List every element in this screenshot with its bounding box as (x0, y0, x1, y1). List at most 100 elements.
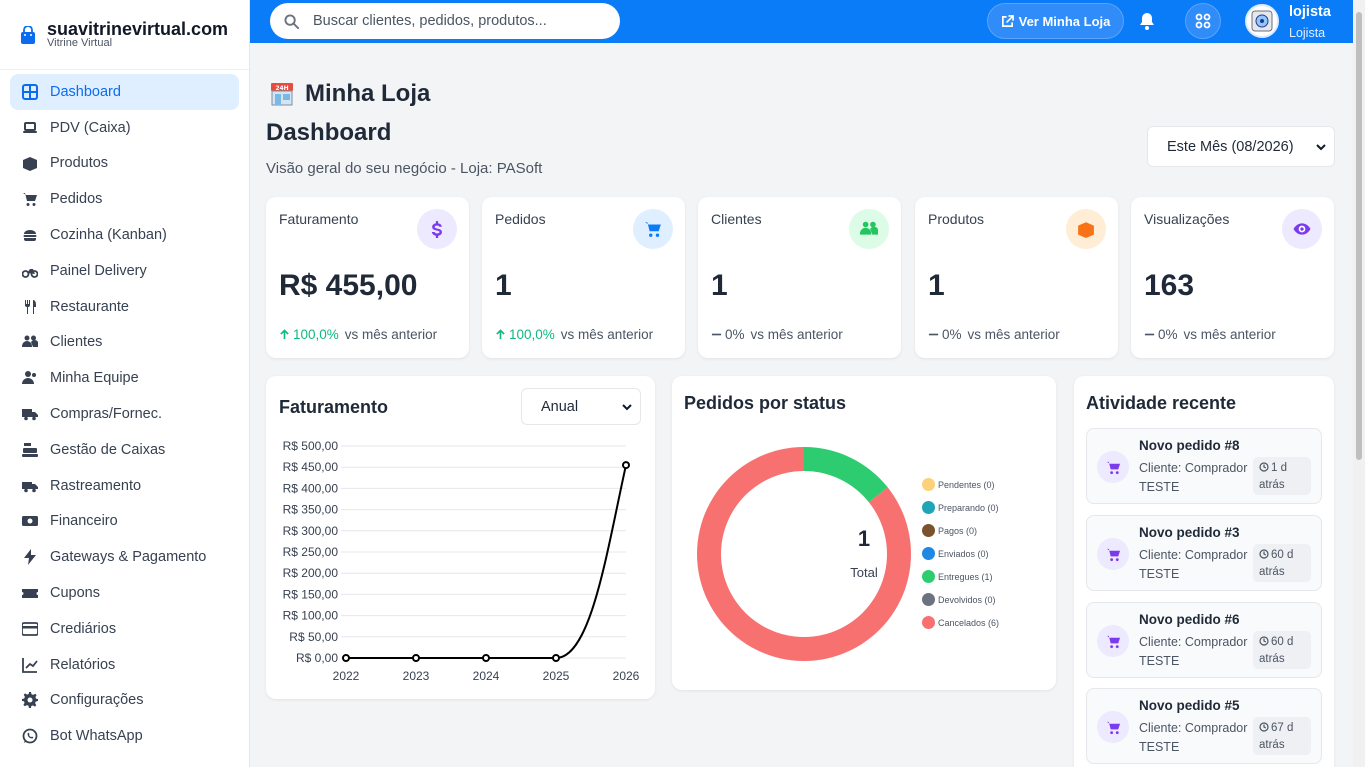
x-tick-label: 2025 (543, 669, 570, 683)
sidebar-item-pdv-caixa[interactable]: PDV (Caixa) (10, 110, 239, 146)
sidebar-item-bot-whatsapp[interactable]: Bot WhatsApp (10, 718, 239, 754)
cash-register-icon (22, 442, 38, 457)
sidebar-item-produtos[interactable]: Produtos (10, 146, 239, 182)
search-input[interactable] (313, 13, 603, 29)
sidebar-item-icon (22, 478, 38, 494)
revenue-series-line (345, 464, 627, 659)
activity-item[interactable]: Novo pedido #8 Cliente: Comprador TESTE 1 … (1086, 428, 1322, 504)
brand[interactable]: suavitrinevirtual.com Vitrine Virtual (0, 0, 249, 70)
data-point (412, 654, 420, 662)
stat-label: Produtos (928, 211, 985, 227)
sidebar-item-relat-rios[interactable]: Relatórios (10, 647, 239, 683)
activity-icon (1097, 625, 1129, 657)
sidebar-item-label: Cozinha (Kanban) (50, 227, 167, 244)
stat-footer: 0% vs mês anterior (711, 327, 843, 342)
sidebar-item-compras-fornec[interactable]: Compras/Fornec. (10, 396, 239, 432)
burger-icon (23, 230, 37, 242)
legend-label: Enviados (0) (938, 548, 989, 559)
donut-slice-entregues[interactable] (804, 447, 888, 503)
activity-item[interactable]: Novo pedido #3 Cliente: Comprador TESTE 60… (1086, 515, 1322, 591)
clock-icon (1259, 722, 1269, 732)
sidebar-item-icon (22, 299, 38, 315)
sidebar-item-gest-o-de-caixas[interactable]: Gestão de Caixas (10, 432, 239, 468)
sidebar-item-painel-delivery[interactable]: Painel Delivery (10, 253, 239, 289)
sidebar-item-icon (22, 370, 38, 386)
donut-legend: Pendentes (0) Preparando (0) Pagos (0) Envi… (922, 473, 999, 634)
range-select[interactable]: Anual (521, 388, 641, 425)
tracking-truck-icon (22, 481, 38, 492)
activity-client: Cliente: Comprador TESTE (1139, 548, 1248, 581)
activity-item[interactable]: Novo pedido #5 Cliente: Comprador TESTE 67… (1086, 688, 1322, 764)
sidebar-item-label: Gestão de Caixas (50, 441, 166, 458)
sidebar-item-label: Restaurante (50, 298, 129, 315)
minus-icon (1144, 333, 1155, 336)
activity-item[interactable]: Novo pedido #6 Cliente: Comprador TESTE 60… (1086, 602, 1322, 678)
sidebar-item-restaurante[interactable]: Restaurante (10, 289, 239, 325)
sidebar-item-label: Minha Equipe (50, 370, 139, 387)
activity-client: Cliente: Comprador TESTE (1139, 721, 1248, 754)
search-box[interactable] (270, 3, 620, 39)
y-tick-label: R$ 150,00 (283, 587, 339, 601)
legend-swatch (922, 570, 935, 583)
avatar[interactable] (1245, 4, 1279, 38)
user-name[interactable]: lojista (1289, 4, 1331, 20)
sidebar-item-icon (22, 191, 38, 207)
chevron-down-icon (1316, 144, 1326, 151)
sidebar-item-configura-es[interactable]: Configurações (10, 683, 239, 719)
sidebar-item-rastreamento[interactable]: Rastreamento (10, 468, 239, 504)
legend-item-devolvidos[interactable]: Devolvidos (0) (922, 588, 999, 611)
legend-item-pendentes[interactable]: Pendentes (0) (922, 473, 999, 496)
stat-delta-value: 100,0% (509, 327, 555, 342)
stat-label: Visualizações (1144, 211, 1230, 227)
legend-item-pagos[interactable]: Pagos (0) (922, 519, 999, 542)
stat-delta-value: 0% (1158, 327, 1178, 342)
cart-icon (1106, 461, 1120, 474)
external-link-icon (1001, 14, 1014, 27)
scrollbar-thumb[interactable] (1356, 12, 1362, 460)
activity-time: 67 d atrás (1253, 717, 1311, 755)
y-tick-label: R$ 350,00 (283, 503, 339, 517)
sidebar-item-cupons[interactable]: Cupons (10, 575, 239, 611)
truck-icon (22, 409, 38, 421)
revenue-card: Faturamento Anual R$ 0,00 R$ 50,00 R$ 100,… (266, 376, 655, 699)
legend-item-preparando[interactable]: Preparando (0) (922, 496, 999, 519)
legend-item-enviados[interactable]: Enviados (0) (922, 542, 999, 565)
sidebar-item-icon (22, 227, 38, 243)
stat-card-produtos: Produtos 1 0% vs mês anterior (915, 197, 1118, 358)
sidebar-item-dashboard[interactable]: Dashboard (10, 74, 239, 110)
legend-item-cancelados[interactable]: Cancelados (6) (922, 611, 999, 634)
sidebar-item-pedidos[interactable]: Pedidos (10, 181, 239, 217)
laptop-icon (23, 121, 37, 133)
shopping-bag-icon (21, 25, 35, 44)
activity-time: 60 d atrás (1253, 631, 1311, 669)
stat-icon (1282, 209, 1322, 249)
sidebar-item-label: Financeiro (50, 513, 118, 530)
clock-icon (1259, 636, 1269, 646)
revenue-line-chart: R$ 0,00 R$ 50,00 R$ 100,00 R$ 150,00 R$ 200,… (283, 439, 640, 683)
money-icon (22, 516, 38, 527)
view-store-button[interactable]: Ver Minha Loja (987, 3, 1124, 39)
chart-line-icon (22, 657, 38, 673)
apps-button[interactable] (1185, 3, 1221, 39)
activity-client: Cliente: Comprador TESTE (1139, 461, 1248, 494)
legend-item-entregues[interactable]: Entregues (1) (922, 565, 999, 588)
sidebar-item-clientes[interactable]: Clientes (10, 325, 239, 361)
bell-icon[interactable] (1137, 11, 1157, 31)
sidebar-item-icon (22, 549, 38, 566)
y-tick-label: R$ 300,00 (283, 524, 339, 538)
sidebar-item-gateways-pagamento[interactable]: Gateways & Pagamento (10, 539, 239, 575)
legend-swatch (922, 593, 935, 606)
sidebar-item-label: Compras/Fornec. (50, 406, 163, 423)
arrow-up-icon (280, 329, 289, 340)
sidebar-item-cozinha-kanban[interactable]: Cozinha (Kanban) (10, 217, 239, 253)
stat-delta-value: 0% (725, 327, 745, 342)
stat-footer: 0% vs mês anterior (928, 327, 1060, 342)
users-icon (22, 335, 38, 348)
sidebar-item-financeiro[interactable]: Financeiro (10, 504, 239, 540)
period-select[interactable]: Este Mês (08/2026) (1147, 126, 1335, 167)
y-tick-label: R$ 250,00 (283, 545, 339, 559)
sidebar-item-credi-rios[interactable]: Crediários (10, 611, 239, 647)
sidebar-item-minha-equipe[interactable]: Minha Equipe (10, 360, 239, 396)
sidebar-item-label: Gateways & Pagamento (50, 549, 207, 566)
sidebar-item-label: PDV (Caixa) (50, 119, 131, 136)
